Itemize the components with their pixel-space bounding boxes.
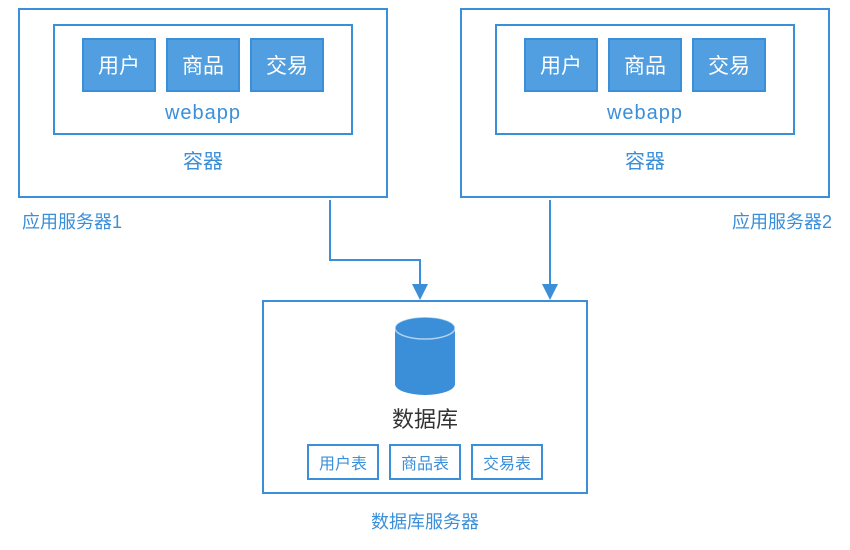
webapp-label-2: webapp <box>507 102 783 125</box>
module-row-1: 用户 商品 交易 <box>65 38 341 92</box>
table-trade: 交易表 <box>471 444 543 480</box>
database-server-label: 数据库服务器 <box>371 508 479 534</box>
webapp-label-1: webapp <box>65 102 341 125</box>
table-user: 用户表 <box>307 444 379 480</box>
module-product-1: 商品 <box>166 38 240 92</box>
table-row: 用户表 商品表 交易表 <box>280 444 570 480</box>
app-server-1: 用户 商品 交易 webapp 容器 <box>18 8 388 198</box>
module-trade-2: 交易 <box>692 38 766 92</box>
table-product: 商品表 <box>389 444 461 480</box>
webapp-box-1: 用户 商品 交易 webapp <box>53 24 353 135</box>
module-user-2: 用户 <box>524 38 598 92</box>
module-row-2: 用户 商品 交易 <box>507 38 783 92</box>
server-1-label: 应用服务器1 <box>22 208 122 234</box>
module-trade-1: 交易 <box>250 38 324 92</box>
database-server: 数据库 用户表 商品表 交易表 <box>262 300 588 494</box>
database-icon <box>390 316 460 396</box>
database-title: 数据库 <box>280 402 570 434</box>
module-user-1: 用户 <box>82 38 156 92</box>
arrow-server1-to-db <box>330 200 420 296</box>
module-product-2: 商品 <box>608 38 682 92</box>
server-2-label: 应用服务器2 <box>732 208 832 234</box>
architecture-diagram: 用户 商品 交易 webapp 容器 应用服务器1 用户 商品 交易 webap… <box>0 0 850 550</box>
webapp-box-2: 用户 商品 交易 webapp <box>495 24 795 135</box>
container-label-2: 容器 <box>462 145 828 174</box>
container-label-1: 容器 <box>20 145 386 174</box>
app-server-2: 用户 商品 交易 webapp 容器 <box>460 8 830 198</box>
